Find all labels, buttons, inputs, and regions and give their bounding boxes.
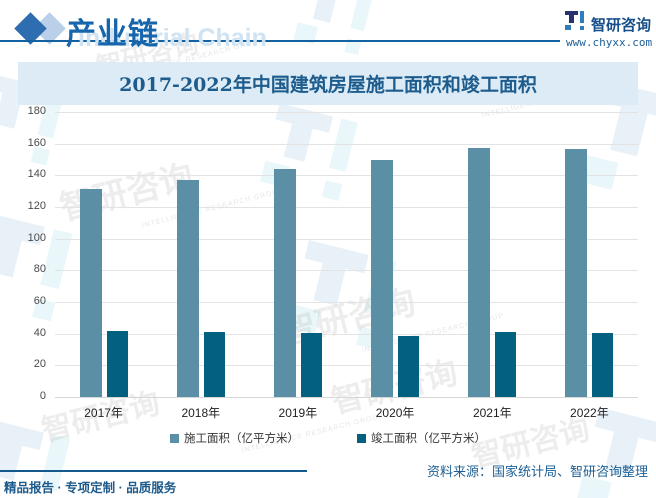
bar-施工面积（亿平方米）-2021年 xyxy=(468,147,491,397)
bar-竣工面积（亿平方米）-2019年 xyxy=(300,333,322,397)
x-axis-tick-label: 2017年 xyxy=(84,406,123,420)
bar-施工面积（亿平方米）-2020年 xyxy=(371,160,394,397)
bar-竣工面积（亿平方米）-2017年 xyxy=(106,330,128,397)
y-axis-tick-label: 0 xyxy=(39,390,46,402)
gridline xyxy=(55,365,638,367)
y-axis-tick-label: 40 xyxy=(33,326,46,339)
page-title: 产业链 xyxy=(66,18,159,51)
y-axis-tick-label: 120 xyxy=(27,200,46,212)
legend-label: 施工面积（亿平方米） xyxy=(184,433,299,445)
website-link[interactable]: www.chyxx.com xyxy=(566,36,653,49)
chart-title: 2017-2022年中国建筑房屋施工面积和竣工面积 xyxy=(119,74,537,96)
x-axis-tick-label: 2019年 xyxy=(278,406,318,420)
y-axis-tick-label: 20 xyxy=(33,358,46,371)
gridline xyxy=(55,238,638,240)
gridline xyxy=(55,302,638,303)
bar-施工面积（亿平方米）-2018年 xyxy=(176,179,199,397)
gridline xyxy=(55,112,638,113)
legend-item: 施工面积（亿平方米） xyxy=(170,430,299,446)
x-axis-tick-label: 2021年 xyxy=(472,406,512,420)
legend-swatch-icon xyxy=(170,433,179,443)
bar-竣工面积（亿平方米）-2021年 xyxy=(495,332,517,397)
brand-logo-icon xyxy=(565,11,585,31)
caps-watermark: INTELLIGENCE RESEARCH GROUP xyxy=(141,187,285,230)
y-axis-tick-label: 140 xyxy=(27,168,46,181)
gridline xyxy=(55,207,638,208)
gridline xyxy=(55,397,638,398)
gridline xyxy=(55,270,638,272)
footer-services-text: 精品报告 · 专项定制 · 品质服务 xyxy=(4,481,177,495)
y-axis-tick-label: 160 xyxy=(27,136,46,149)
legend-label: 竣工面积（亿平方米） xyxy=(371,433,486,445)
y-axis-tick-label: 80 xyxy=(33,263,46,276)
legend-swatch-icon xyxy=(357,433,366,443)
gridline xyxy=(55,333,638,335)
header-watermark-text: Industrial Chain xyxy=(78,24,267,52)
x-axis-tick-label: 2018年 xyxy=(181,406,221,420)
legend-item: 竣工面积（亿平方米） xyxy=(357,430,486,446)
bar-施工面积（亿平方米）-2019年 xyxy=(273,168,296,397)
brand-watermark-icon xyxy=(293,0,378,59)
y-axis-tick-label: 60 xyxy=(33,295,46,307)
header-divider xyxy=(0,40,560,42)
x-axis-tick-label: 2020年 xyxy=(375,406,415,420)
footer-divider xyxy=(0,470,307,472)
y-axis-tick-label: 180 xyxy=(27,105,46,117)
chart-legend: 施工面积（亿平方米） 竣工面积（亿平方米） xyxy=(0,430,656,446)
bar-竣工面积（亿平方米）-2022年 xyxy=(592,332,614,397)
x-axis-tick-label: 2022年 xyxy=(570,406,609,420)
y-axis-tick-label: 100 xyxy=(27,231,46,244)
bar-施工面积（亿平方米）-2022年 xyxy=(565,149,588,397)
bar-竣工面积（亿平方米）-2018年 xyxy=(203,331,225,397)
data-source-text: 资料来源：国家统计局、智研咨询整理 xyxy=(426,464,648,479)
bar-施工面积（亿平方米）-2017年 xyxy=(79,188,102,397)
gridline xyxy=(55,143,638,145)
gridline xyxy=(55,175,638,177)
brand-name: 智研咨询 xyxy=(591,17,652,34)
chart-title-banner: 2017-2022年中国建筑房屋施工面积和竣工面积 xyxy=(18,62,638,105)
bar-竣工面积（亿平方米）-2020年 xyxy=(398,336,420,397)
